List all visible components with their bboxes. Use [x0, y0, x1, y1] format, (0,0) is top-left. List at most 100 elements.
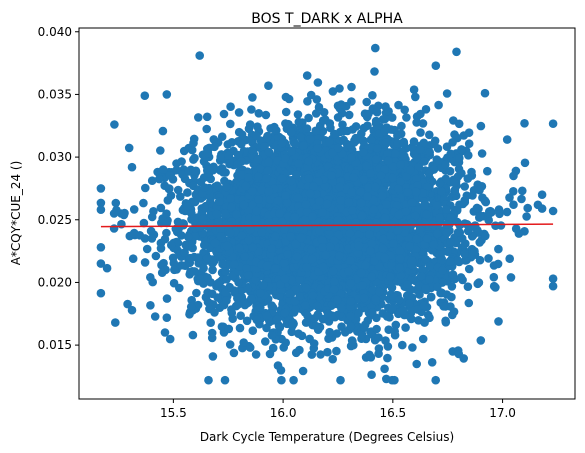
data-point	[217, 132, 227, 141]
data-point	[475, 238, 485, 247]
data-point	[180, 248, 189, 257]
data-point	[181, 240, 190, 250]
data-point	[483, 166, 492, 176]
data-point	[475, 255, 485, 265]
data-point	[127, 305, 137, 315]
data-point	[261, 337, 270, 346]
data-point	[357, 329, 367, 339]
data-point	[396, 177, 405, 186]
data-point	[160, 328, 170, 337]
data-point	[418, 119, 428, 128]
data-point	[472, 203, 482, 213]
data-point	[450, 185, 460, 195]
data-point	[316, 350, 325, 359]
data-point	[158, 126, 168, 136]
data-point	[284, 94, 294, 104]
data-point	[455, 228, 465, 237]
data-point	[253, 122, 262, 131]
data-point	[463, 174, 473, 183]
data-point	[242, 316, 252, 326]
data-point	[441, 174, 451, 184]
data-point	[233, 293, 243, 302]
data-point	[148, 277, 157, 287]
data-point	[160, 234, 170, 244]
data-point	[381, 336, 390, 345]
data-point	[459, 131, 469, 140]
data-point	[391, 320, 401, 330]
data-point	[424, 169, 434, 178]
data-point	[396, 271, 406, 280]
data-point	[233, 150, 243, 160]
data-point	[462, 191, 472, 200]
data-point	[523, 203, 532, 213]
data-point	[264, 81, 273, 90]
data-point	[522, 212, 531, 221]
data-point	[264, 157, 274, 167]
data-point	[212, 181, 222, 190]
data-point	[339, 135, 348, 145]
data-point	[302, 124, 312, 133]
data-point	[123, 299, 132, 309]
data-point	[167, 240, 176, 250]
data-point	[156, 203, 166, 213]
data-point	[427, 358, 437, 367]
data-point	[110, 120, 119, 129]
data-point	[437, 186, 446, 196]
data-point	[372, 107, 382, 117]
data-point	[206, 318, 215, 328]
data-point	[467, 167, 476, 177]
data-point	[96, 198, 106, 208]
data-point	[432, 201, 442, 210]
data-point	[162, 313, 172, 323]
data-point	[400, 105, 410, 115]
data-point	[461, 256, 470, 265]
data-point	[281, 338, 291, 348]
data-point	[141, 183, 150, 193]
data-point	[304, 113, 313, 123]
data-point	[453, 255, 463, 265]
data-point	[506, 273, 516, 282]
data-point	[248, 326, 258, 336]
data-point	[203, 148, 213, 158]
data-point	[188, 330, 198, 340]
data-point	[219, 109, 229, 119]
data-point	[157, 268, 167, 278]
data-point	[505, 254, 514, 263]
data-point	[431, 375, 441, 385]
data-point	[142, 244, 152, 254]
data-point	[237, 130, 247, 139]
data-point	[194, 113, 203, 122]
data-point	[129, 205, 139, 214]
data-point	[124, 143, 134, 153]
data-point	[448, 270, 458, 279]
data-point	[252, 315, 262, 325]
data-point	[447, 282, 457, 291]
data-point	[505, 193, 514, 202]
data-point	[382, 312, 392, 321]
data-point	[520, 158, 530, 168]
data-point	[494, 244, 503, 254]
points-layer	[96, 43, 558, 385]
data-point	[220, 208, 230, 218]
data-point	[359, 136, 369, 146]
data-point	[397, 121, 406, 131]
chart-title: BOS T_DARK x ALPHA	[251, 11, 403, 27]
data-point	[394, 100, 403, 110]
data-point	[495, 209, 504, 219]
data-point	[380, 114, 390, 124]
data-point	[400, 200, 410, 209]
data-point	[489, 272, 499, 282]
data-point	[387, 113, 397, 122]
data-point	[420, 157, 429, 166]
data-point	[192, 288, 201, 298]
data-point	[247, 294, 256, 304]
data-point	[120, 208, 129, 218]
data-point	[421, 255, 431, 264]
data-point	[425, 130, 434, 140]
data-point	[210, 308, 219, 317]
data-point	[224, 324, 234, 334]
data-point	[372, 144, 382, 153]
data-point	[169, 278, 179, 288]
data-point	[407, 274, 417, 284]
